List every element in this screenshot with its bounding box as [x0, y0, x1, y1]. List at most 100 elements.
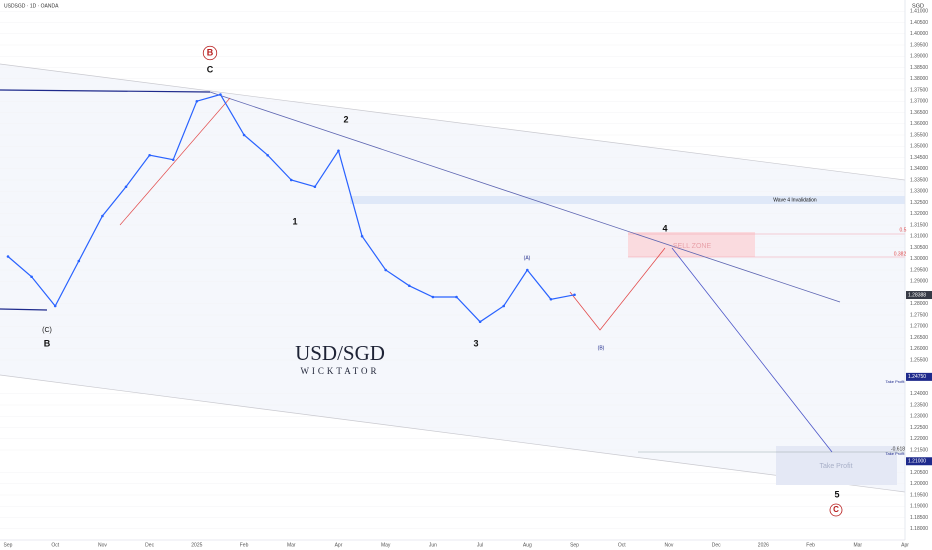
y-tick-label: 1.18000	[910, 526, 928, 532]
x-tick-label: Apr	[901, 542, 909, 548]
y-tick-label: 1.27500	[910, 312, 928, 318]
x-tick-label: Mar	[853, 542, 862, 548]
y-tick-label: 1.31000	[910, 234, 928, 240]
price-point	[526, 268, 529, 272]
price-point	[171, 158, 175, 162]
price-point	[573, 293, 576, 297]
price-point	[478, 320, 482, 324]
y-tick-label: 1.34500	[910, 155, 928, 161]
x-tick-label: Sep	[570, 542, 579, 548]
annotation: -0.618	[891, 446, 905, 452]
x-tick-label: Dec	[712, 542, 721, 548]
y-tick-label: 1.23500	[910, 402, 928, 408]
annotation: 3	[473, 338, 478, 348]
price-point	[195, 99, 199, 103]
x-tick-label: Sep	[4, 542, 13, 548]
chart-title: USDSGD · 1D · OANDA	[4, 3, 59, 9]
x-tick-label: 2025	[191, 542, 202, 548]
channel-lower	[0, 374, 906, 493]
trendline	[0, 89, 211, 93]
grid	[0, 10, 905, 530]
price-point	[455, 295, 458, 299]
y-tick-label: 1.39000	[910, 54, 928, 60]
y-tick-label: 1.36000	[910, 121, 928, 127]
price-point	[407, 284, 411, 288]
channel-fill	[0, 64, 905, 492]
annotation: 4	[662, 223, 667, 233]
y-tick-label: 1.40500	[910, 20, 928, 26]
annotation: Take Profit	[886, 451, 906, 456]
wave-circle	[829, 503, 843, 517]
x-tick-label: Jul	[477, 542, 483, 548]
price-tag	[906, 291, 932, 300]
y-tick-label: 1.37500	[910, 87, 928, 93]
y-tick-label: 1.33500	[910, 177, 928, 183]
price-point	[101, 214, 104, 218]
annotation: 0.382	[894, 251, 907, 257]
y-tick-label: 1.34000	[910, 166, 928, 172]
price-point	[30, 275, 33, 279]
x-tick-label: May	[381, 542, 391, 548]
y-tick-label: 1.30000	[910, 256, 928, 262]
annotation: C	[207, 64, 214, 74]
annotation: (A)	[524, 255, 531, 261]
y-tick-label: 1.37000	[910, 99, 928, 105]
x-tick-label: Jun	[429, 542, 437, 548]
x-tick-label: Apr	[335, 542, 343, 548]
price-point	[242, 133, 246, 137]
y-tick-label: 1.25500	[910, 357, 928, 363]
trendline	[0, 308, 48, 311]
price-point	[124, 185, 128, 189]
annotation: B	[207, 47, 214, 57]
y-tick-label: 1.19500	[910, 492, 928, 498]
channel-upper	[0, 63, 906, 181]
y-tick-label: 1.22500	[910, 425, 928, 431]
price-point	[360, 234, 364, 238]
y-tick-label: 1.38000	[910, 76, 928, 82]
price-point	[549, 297, 553, 301]
y-tick-label: 1.32500	[910, 200, 928, 206]
y-tick-label: 1.35000	[910, 144, 928, 150]
price-point	[313, 185, 317, 189]
price-point	[289, 178, 293, 182]
y-tick-label: 1.41000	[910, 9, 928, 15]
x-tick-label: Nov	[664, 542, 673, 548]
y-tick-label: 1.23000	[910, 414, 928, 420]
price-point	[266, 153, 269, 157]
annotation: Take Profit	[819, 463, 852, 470]
currency: SGD	[912, 3, 924, 9]
x-tick-label: Nov	[98, 542, 107, 548]
annotation: SELL ZONE	[673, 243, 712, 250]
invalidation-band	[350, 196, 905, 204]
y-tick-label: 1.28000	[910, 301, 928, 307]
y-tick-label: 1.26500	[910, 335, 928, 341]
y-tick-label: 1.30500	[910, 245, 928, 251]
y-tick-label: 1.39500	[910, 42, 928, 48]
price-tag-label: 1.28388	[908, 292, 926, 298]
trendline	[209, 91, 841, 303]
annotation: 0.5	[900, 227, 907, 233]
annotation: C	[833, 505, 839, 514]
price-point	[337, 149, 340, 153]
price-point	[219, 93, 222, 96]
annotation: (C)	[42, 327, 52, 334]
projection-arrow	[569, 247, 666, 331]
x-tick-label: Feb	[806, 542, 815, 548]
y-tick-label: 1.31500	[910, 222, 928, 228]
y-tick-label: 1.29500	[910, 267, 928, 273]
price-tag	[906, 372, 932, 381]
price-tag-label: 1.21000	[908, 459, 926, 465]
y-tick-label: 1.24000	[910, 391, 928, 397]
x-tick-label: Feb	[240, 542, 249, 548]
projection-arrow	[671, 247, 833, 453]
y-tick-label: 1.20500	[910, 470, 928, 476]
price-tag-label: 1.24750	[908, 374, 926, 380]
annotation: Take Profit	[886, 379, 906, 384]
annotation: 5	[834, 489, 839, 499]
annotation: Wave 4 Invalidation	[773, 197, 817, 203]
y-tick-label: 1.19000	[910, 504, 928, 510]
y-tick-label: 1.36500	[910, 110, 928, 116]
x-tick-label: 2026	[758, 542, 769, 548]
